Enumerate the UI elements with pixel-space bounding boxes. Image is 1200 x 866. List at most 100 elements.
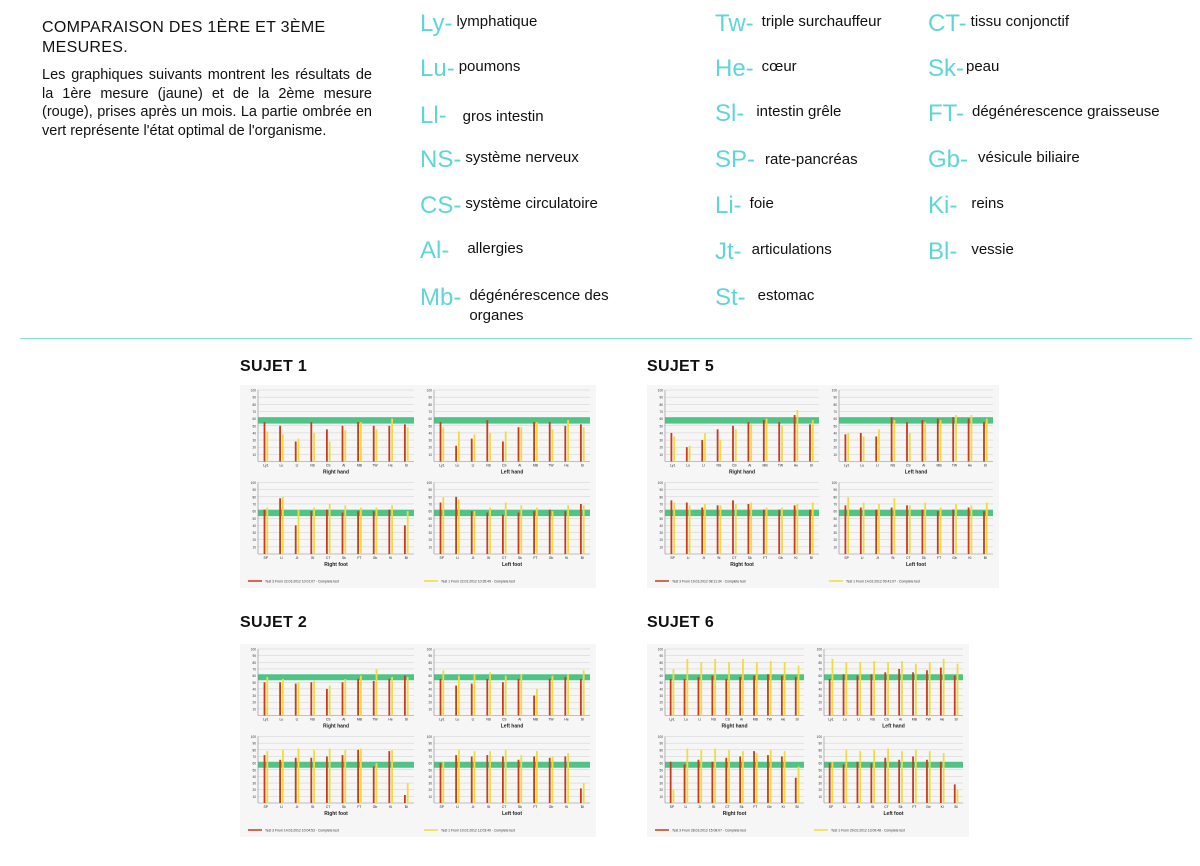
x-tick-label: Ll bbox=[702, 464, 705, 468]
bar-red bbox=[875, 436, 878, 462]
legend-text-yellow: Test 1 From 10.02.2012 12:03:40 · Comple… bbox=[441, 829, 515, 833]
bar-yellow bbox=[714, 748, 717, 803]
bar-red bbox=[341, 425, 344, 462]
bar-red bbox=[701, 507, 704, 554]
x-tick-label: CT bbox=[884, 805, 889, 809]
bar-yellow bbox=[781, 425, 783, 462]
optimal-band bbox=[665, 509, 819, 517]
bar-red bbox=[517, 759, 520, 803]
y-tick-label: 70 bbox=[428, 667, 432, 671]
bar-red bbox=[884, 757, 887, 803]
bar-red bbox=[828, 678, 831, 716]
bar-yellow bbox=[873, 749, 876, 803]
optimal-band bbox=[824, 674, 963, 681]
bar-yellow bbox=[375, 668, 378, 716]
x-tick-label: Lu bbox=[280, 464, 284, 468]
legend-label: gros intestin bbox=[462, 108, 544, 125]
x-tick-label: Al bbox=[342, 718, 345, 722]
legend-item-st: St- estomac bbox=[715, 286, 814, 310]
y-tick-label: 80 bbox=[428, 661, 432, 665]
x-tick-label: Sk bbox=[898, 805, 902, 809]
scan-sujet-6: 100 90 80 70 60 50 40 30 20 10 Ly1 Lu Ll NS CS Al MB TW He… bbox=[647, 644, 969, 837]
legend-label: lymphatique bbox=[456, 13, 538, 30]
y-tick-label: 40 bbox=[252, 524, 256, 528]
x-tick-label: NS bbox=[310, 464, 315, 468]
scan-sujet-1: 100 90 80 70 60 50 40 30 20 10 Ly1 Lu Ll NS CS Al MB TW He… bbox=[240, 385, 596, 588]
bar-red bbox=[486, 678, 489, 716]
x-tick-label: NS bbox=[310, 718, 315, 722]
bar-yellow bbox=[360, 675, 362, 716]
y-tick-label: 10 bbox=[659, 795, 663, 799]
y-tick-label: 60 bbox=[818, 674, 822, 678]
y-tick-label: 50 bbox=[252, 517, 256, 521]
x-tick-label: St bbox=[311, 805, 314, 809]
y-tick-label: 10 bbox=[252, 707, 256, 711]
x-tick-label: Al bbox=[899, 718, 902, 722]
bar-yellow bbox=[282, 678, 284, 716]
legend-item-gb: Gb- vésicule biliaire bbox=[928, 148, 1080, 172]
y-tick-label: 50 bbox=[252, 681, 256, 685]
legend-item-li: Li- foie bbox=[715, 194, 774, 218]
bar-red bbox=[326, 509, 328, 554]
y-tick-label: 50 bbox=[428, 681, 432, 685]
bar-red bbox=[952, 417, 955, 462]
bar-red bbox=[533, 756, 535, 803]
bar-red bbox=[294, 757, 297, 803]
bar-red bbox=[372, 511, 375, 554]
bar-yellow bbox=[672, 789, 675, 803]
bar-yellow bbox=[939, 420, 942, 462]
x-tick-label: CS bbox=[732, 464, 737, 468]
bar-yellow bbox=[719, 440, 722, 462]
x-tick-label: Li bbox=[280, 556, 283, 560]
x-tick-label: Sk bbox=[518, 556, 522, 560]
y-tick-label: 30 bbox=[428, 531, 432, 535]
legend-item-sl: Sl- intestin grêle bbox=[715, 102, 841, 126]
bar-yellow bbox=[873, 660, 876, 716]
legend-label: rate-pancréas bbox=[765, 151, 858, 168]
bar-red bbox=[983, 422, 985, 462]
bar-red bbox=[809, 424, 811, 462]
bar-yellow bbox=[489, 507, 491, 554]
scan-chart-svg: 100 90 80 70 60 50 40 30 20 10 Ly1 Lu Ll NS CS Al MB TW He… bbox=[248, 389, 590, 584]
bar-yellow bbox=[783, 662, 786, 716]
legend-code: Ki- bbox=[928, 192, 958, 219]
bar-yellow bbox=[282, 434, 284, 462]
x-tick-label: He bbox=[794, 464, 798, 468]
y-tick-label: 80 bbox=[818, 748, 822, 752]
x-tick-label: FT bbox=[763, 556, 767, 560]
x-tick-label: Sk bbox=[342, 805, 346, 809]
x-tick-label: St bbox=[871, 805, 874, 809]
bar-red bbox=[294, 525, 297, 554]
panel-label: Right foot bbox=[730, 562, 754, 568]
bar-red bbox=[725, 757, 728, 803]
bar-yellow bbox=[672, 668, 675, 716]
y-tick-label: 10 bbox=[428, 707, 432, 711]
x-tick-label: CS bbox=[326, 718, 331, 722]
x-tick-label: Li bbox=[844, 805, 847, 809]
x-tick-label: Al bbox=[740, 718, 743, 722]
bar-yellow bbox=[406, 676, 409, 716]
y-tick-label: 50 bbox=[659, 517, 663, 521]
bar-red bbox=[517, 512, 520, 554]
bar-yellow bbox=[847, 432, 850, 462]
x-tick-label: FT bbox=[357, 805, 361, 809]
x-tick-label: He bbox=[940, 718, 944, 722]
y-tick-label: 30 bbox=[252, 782, 256, 786]
x-tick-label: Gb bbox=[926, 805, 931, 809]
bar-yellow bbox=[567, 420, 569, 462]
panel-label: Right hand bbox=[721, 724, 747, 730]
bar-red bbox=[341, 755, 344, 803]
y-tick-label: 20 bbox=[818, 701, 822, 705]
y-tick-label: 80 bbox=[428, 495, 432, 499]
bar-yellow bbox=[831, 658, 834, 716]
bar-red bbox=[828, 763, 831, 803]
bar-yellow bbox=[582, 783, 585, 803]
bar-yellow bbox=[942, 753, 945, 803]
x-tick-label: Ll bbox=[296, 464, 299, 468]
x-tick-label: Gb bbox=[549, 556, 554, 560]
y-tick-label: 20 bbox=[833, 446, 837, 450]
bar-red bbox=[548, 757, 551, 803]
legend-code: Lu- bbox=[420, 55, 455, 82]
bar-yellow bbox=[344, 749, 347, 803]
bar-red bbox=[404, 424, 406, 462]
